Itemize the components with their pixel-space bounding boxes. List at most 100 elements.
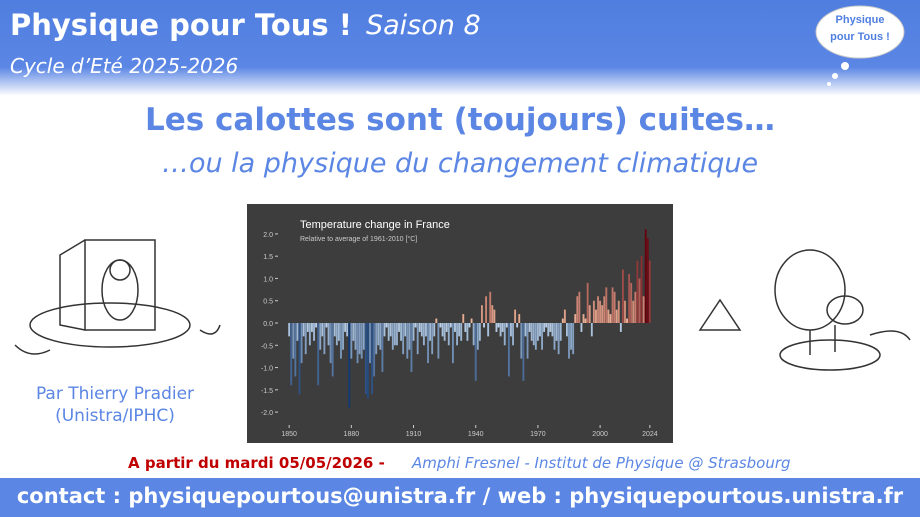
bar [408, 323, 411, 350]
x-tick-label: 1910 [406, 431, 422, 438]
bar [505, 323, 508, 328]
bar [582, 314, 585, 323]
bar [449, 323, 452, 328]
speaker: Par Thierry Pradier [35, 384, 195, 404]
bar [294, 323, 297, 377]
bar [470, 318, 473, 323]
y-tick-label: 2.0 [263, 232, 273, 239]
bar [327, 323, 330, 346]
bar [288, 323, 291, 337]
bar [609, 314, 612, 323]
bar [510, 323, 512, 337]
bar [346, 323, 349, 337]
bar [315, 323, 318, 328]
bar [481, 305, 483, 323]
footer-band [0, 478, 920, 517]
bar [565, 323, 568, 337]
bar [563, 309, 566, 323]
bar [586, 282, 589, 323]
bar [547, 323, 550, 337]
bar [644, 229, 647, 323]
bar [340, 323, 342, 359]
bar [356, 323, 359, 364]
bar [400, 323, 403, 341]
x-tick-label: 2024 [642, 431, 658, 438]
bar [304, 323, 307, 355]
bar [601, 305, 604, 323]
bar [360, 323, 363, 359]
bar [559, 323, 562, 341]
x-tick-label: 1850 [281, 431, 297, 438]
bar [520, 323, 523, 359]
y-tick-label: -1.5 [261, 388, 273, 395]
bar [439, 323, 442, 328]
bar [526, 323, 529, 359]
bar [613, 291, 616, 323]
bar [317, 323, 320, 386]
bar [545, 323, 548, 328]
bar [512, 323, 514, 346]
bar [383, 323, 386, 337]
bar [298, 323, 301, 395]
bar [443, 323, 446, 341]
bar [489, 291, 492, 323]
chart-subtitle: Relative to average of 1961-2010 [°C] [300, 235, 417, 243]
bar [592, 300, 595, 323]
bar [364, 323, 367, 395]
bar [441, 323, 444, 337]
x-tick-label: 1880 [344, 431, 360, 438]
penguin-drawing [14, 239, 221, 355]
bar [379, 323, 382, 350]
bar [605, 287, 608, 323]
place: Amphi Fresnel - Institut de Physique @ S… [412, 454, 791, 472]
bar [398, 323, 400, 332]
bar [483, 323, 485, 328]
bar [362, 323, 365, 350]
bar [418, 323, 421, 332]
bar [391, 323, 394, 350]
bar [358, 323, 361, 355]
bar [574, 314, 577, 323]
bar [325, 323, 328, 328]
bar [410, 323, 413, 372]
bar [646, 238, 649, 323]
y-tick-label: -0.5 [261, 343, 273, 350]
bar [404, 323, 407, 337]
bar [599, 300, 602, 323]
bar [584, 318, 587, 323]
bar [634, 291, 637, 323]
bar [491, 305, 494, 323]
bar [501, 323, 504, 332]
bar [456, 323, 458, 346]
y-tick-label: -1.0 [261, 366, 273, 373]
bar [464, 323, 467, 332]
bar [431, 323, 434, 355]
bar [329, 323, 332, 364]
bar [588, 305, 591, 323]
bar [632, 300, 635, 323]
affiliation: (Unistra/IPHC) [55, 406, 175, 426]
bar [568, 323, 570, 359]
bar [468, 323, 471, 328]
bar [640, 256, 643, 323]
bar [619, 323, 622, 332]
bar [642, 296, 645, 323]
bar [319, 323, 322, 350]
bar [342, 323, 344, 350]
bar [628, 274, 631, 323]
bar [425, 323, 427, 337]
bar [572, 323, 575, 355]
y-tick-label: 1.0 [263, 276, 273, 283]
bar [503, 323, 506, 346]
bar [472, 323, 475, 346]
bubble-text: Physique [836, 14, 885, 26]
bar [514, 309, 517, 323]
bar [478, 323, 481, 341]
bar [331, 323, 334, 377]
chart-title: Temperature change in France [300, 219, 450, 231]
bar [570, 323, 573, 350]
bar [308, 323, 311, 346]
bar [433, 323, 436, 337]
bear-drawing [698, 249, 911, 371]
bar [576, 296, 579, 323]
